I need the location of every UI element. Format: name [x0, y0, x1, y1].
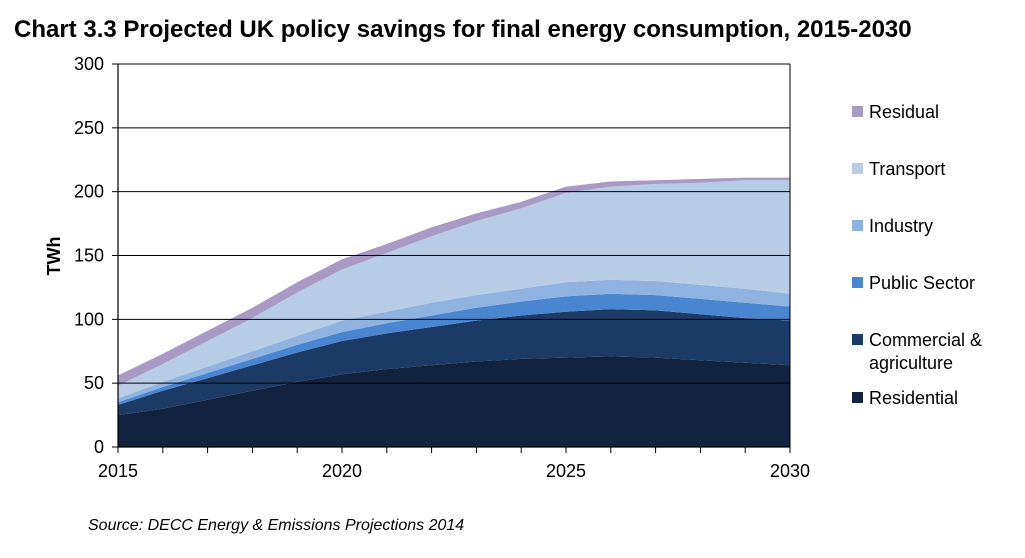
legend-swatch-residual [852, 106, 863, 117]
area-commercial-agriculture [118, 309, 790, 416]
legend-swatch-transport [852, 163, 863, 174]
y-tick-label: 250 [74, 118, 104, 138]
chart-title: Chart 3.3 Projected UK policy savings fo… [14, 16, 912, 43]
legend: Residual Transport Industry Public Sector Co… [852, 102, 982, 408]
area-residential [118, 356, 790, 447]
x-tick-label: 2030 [770, 461, 810, 481]
y-tick-label: 200 [74, 182, 104, 202]
x-tick-label: 2015 [98, 461, 138, 481]
legend-label-residual: Residual [869, 102, 939, 122]
area-transport [118, 180, 790, 399]
legend-label-transport: Transport [869, 159, 945, 179]
source-note: Source: DECC Energy & Emissions Projecti… [88, 517, 465, 534]
legend-swatch-industry [852, 220, 863, 231]
y-tick-label: 0 [94, 437, 104, 457]
legend-label-commercial-agriculture: Commercial & agriculture [869, 330, 982, 373]
y-axis-label: TWh [44, 237, 64, 276]
area-public-sector [118, 293, 790, 405]
legend-swatch-public-sector [852, 277, 863, 288]
x-tick-label: 2025 [546, 461, 586, 481]
legend-label-public-sector: Public Sector [869, 273, 975, 293]
legend-label-residential: Residential [869, 388, 958, 408]
legend-label-industry: Industry [869, 216, 933, 236]
axes: 0 50 100 150 200 250 300 2015 2020 2025 2030 [74, 54, 810, 481]
legend-swatch-residential [852, 392, 863, 403]
gridlines [118, 63, 790, 384]
y-tick-label: 150 [74, 246, 104, 266]
y-tick-label: 100 [74, 309, 104, 329]
area-layers [118, 177, 790, 447]
area-industry [118, 279, 790, 403]
y-tick-label: 50 [84, 373, 104, 393]
x-tick-label: 2020 [322, 461, 362, 481]
y-tick-label: 300 [74, 54, 104, 74]
legend-swatch-commercial-agriculture [852, 334, 863, 345]
